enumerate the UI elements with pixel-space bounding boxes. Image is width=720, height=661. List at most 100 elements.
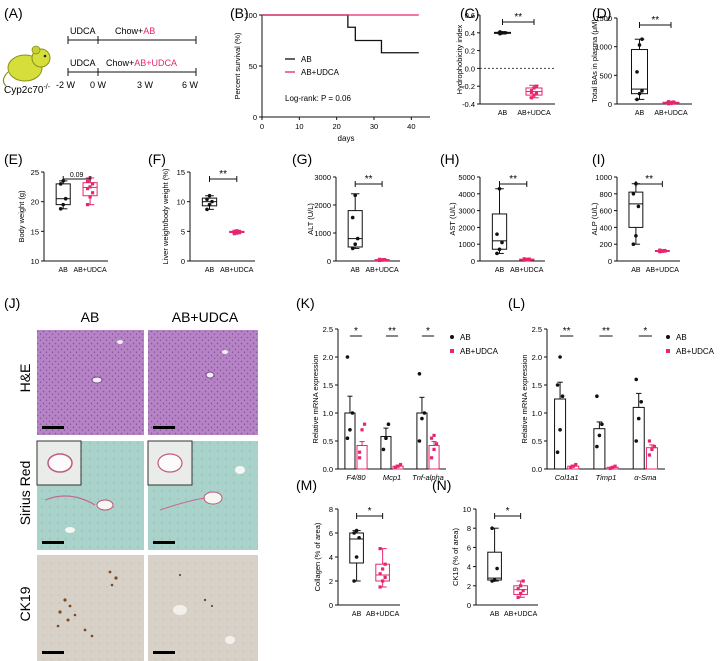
data-point xyxy=(396,464,400,468)
y-tick-label: 2.5 xyxy=(532,325,542,334)
data-point xyxy=(354,555,359,559)
data-point xyxy=(492,578,497,582)
data-point xyxy=(631,192,636,196)
y-tick-label: 50 xyxy=(249,62,257,71)
scale-bar xyxy=(153,651,175,654)
x-tick-label: AB+UDCA xyxy=(366,611,400,618)
significance-label: * xyxy=(368,506,372,517)
data-point xyxy=(420,416,424,421)
y-tick-label: -0.2 xyxy=(462,82,475,91)
data-point xyxy=(237,229,241,233)
legend-label: AB+UDCA xyxy=(460,347,499,356)
data-point xyxy=(650,447,654,451)
x-tick-label: 0 xyxy=(260,122,264,131)
data-point xyxy=(640,89,644,93)
data-point xyxy=(63,196,68,201)
y-tick-label: 10 xyxy=(463,505,471,514)
data-point xyxy=(348,428,352,432)
y-tick-label: 5000 xyxy=(458,173,475,182)
panel-letter-e: (E) xyxy=(4,151,23,167)
y-axis-label: ALP (U/L) xyxy=(590,202,599,235)
y-tick-label: 1000 xyxy=(595,43,612,52)
data-point xyxy=(516,595,520,599)
x-tick-label: F4/80 xyxy=(346,473,366,482)
data-point xyxy=(382,258,387,262)
data-point xyxy=(634,234,638,238)
x-tick-label: 30 xyxy=(370,122,378,131)
y-tick-label: 0 xyxy=(253,113,257,122)
panel-letter-m: (M) xyxy=(296,477,317,493)
data-point xyxy=(500,31,505,35)
panel-letter-d: (D) xyxy=(592,5,611,21)
y-axis-label: Liver weight/body weight (%) xyxy=(161,168,170,264)
data-point xyxy=(362,422,367,426)
data-point xyxy=(497,247,502,252)
y-tick-label: 0.5 xyxy=(323,437,333,446)
y-tick-label: 1.0 xyxy=(532,409,542,418)
y-tick-label: 100 xyxy=(244,11,257,20)
data-point xyxy=(595,444,599,449)
y-tick-label: 0 xyxy=(329,601,333,610)
data-point xyxy=(635,97,639,102)
y-tick-label: 1000 xyxy=(314,229,331,238)
histology-column-label: AB xyxy=(81,309,100,325)
y-axis-label: Hydrophobicity index xyxy=(455,24,464,94)
data-point xyxy=(611,465,615,469)
x-tick-label: 10 xyxy=(295,122,303,131)
panel-letter-a: (A) xyxy=(4,5,23,21)
data-point xyxy=(490,526,494,530)
histology-row-label: H&E xyxy=(17,364,33,393)
data-point xyxy=(354,528,359,533)
data-point xyxy=(350,215,355,220)
timepoint-label: 0 W xyxy=(90,80,107,90)
data-point xyxy=(516,587,520,591)
y-tick-label: 1000 xyxy=(458,240,475,249)
y-tick-label: 4000 xyxy=(458,190,475,199)
data-point xyxy=(613,464,617,468)
y-tick-label: 0 xyxy=(471,257,475,266)
data-point xyxy=(378,585,382,589)
legend-swatch xyxy=(666,335,670,339)
data-point xyxy=(519,584,523,588)
histology-panel: AB AB+UDCA H&E Sirius Red CK19 xyxy=(17,309,258,661)
legend-label: AB xyxy=(301,55,312,64)
data-point xyxy=(647,453,652,457)
data-point xyxy=(353,193,358,197)
y-tick-label: 0.2 xyxy=(465,47,475,56)
significance-label: ** xyxy=(514,12,522,23)
y-tick-label: 1.5 xyxy=(323,381,333,390)
data-point xyxy=(429,436,434,440)
data-point xyxy=(555,450,560,455)
data-point xyxy=(503,31,507,35)
y-tick-label: -0.4 xyxy=(462,100,475,109)
data-point xyxy=(534,84,539,88)
histology-column-label: AB+UDCA xyxy=(172,309,239,325)
box xyxy=(491,213,508,250)
data-point xyxy=(660,249,664,253)
y-axis-label: Body weight (g) xyxy=(17,190,26,243)
data-point xyxy=(637,91,642,96)
mouse-icon xyxy=(2,45,51,87)
mouse-genotype-label: Cyp2c70-/- xyxy=(4,84,51,96)
data-point xyxy=(600,422,604,427)
y-tick-label: 0.5 xyxy=(532,437,542,446)
y-tick-label: 8 xyxy=(329,505,333,514)
data-point xyxy=(85,203,90,207)
significance-label: ** xyxy=(563,326,571,337)
data-point xyxy=(595,394,599,399)
x-tick-label: AB xyxy=(635,110,645,117)
row2-udca-label: UDCA xyxy=(70,58,96,68)
significance-label: ** xyxy=(365,174,373,185)
x-tick-label: AB+UDCA xyxy=(646,267,680,274)
row1-chow-label: Chow+AB xyxy=(115,26,155,36)
y-tick-label: 2 xyxy=(329,577,333,586)
data-point xyxy=(495,251,499,256)
data-point xyxy=(525,257,529,261)
data-point xyxy=(495,566,499,571)
box xyxy=(375,563,390,582)
data-point xyxy=(352,531,356,535)
data-point xyxy=(386,422,391,427)
data-point xyxy=(631,242,636,246)
data-point xyxy=(205,197,209,202)
